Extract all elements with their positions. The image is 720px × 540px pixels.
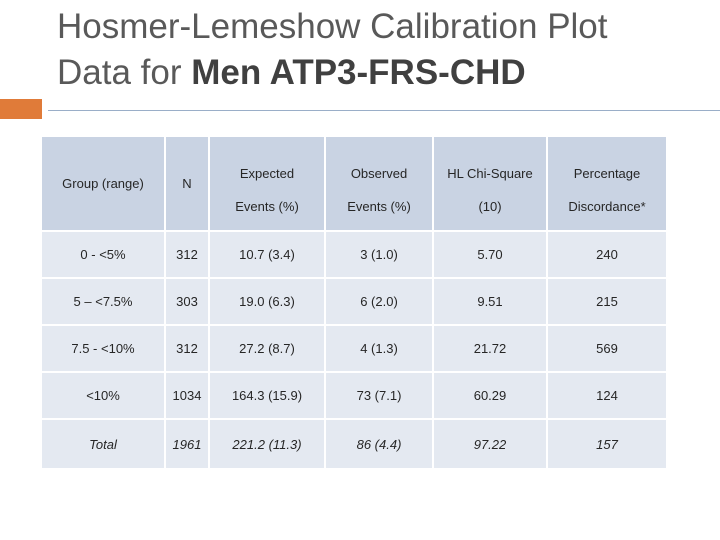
row-2-group: 5 – <7.5% bbox=[42, 279, 164, 324]
row-2-hl: 9.51 bbox=[434, 279, 546, 324]
header-n-label: N bbox=[182, 176, 192, 191]
header-expected: Expected Events (%) bbox=[210, 137, 324, 230]
total-n: 1961 bbox=[166, 420, 208, 468]
row-3-expected: 27.2 (8.7) bbox=[210, 326, 324, 371]
header-expected-line1: Expected bbox=[239, 166, 295, 181]
title-prefix: Data for bbox=[57, 53, 192, 92]
row-1-pct: 240 bbox=[548, 232, 666, 277]
title-line-1: Hosmer-Lemeshow Calibration Plot bbox=[57, 7, 608, 46]
calibration-table: Group (range) N Expected Events (%) Obse… bbox=[42, 137, 666, 468]
header-n: N bbox=[166, 137, 208, 230]
header-pct-line1: Percentage bbox=[573, 166, 641, 181]
header-expected-line2: Events (%) bbox=[235, 199, 299, 214]
row-2-expected: 19.0 (6.3) bbox=[210, 279, 324, 324]
row-4-n: 1034 bbox=[166, 373, 208, 418]
row-1-observed: 3 (1.0) bbox=[326, 232, 432, 277]
header-observed-line1: Observed bbox=[350, 166, 408, 181]
header-hl-line1: HL Chi-Square bbox=[447, 166, 533, 181]
row-3-observed: 4 (1.3) bbox=[326, 326, 432, 371]
row-1-expected: 10.7 (3.4) bbox=[210, 232, 324, 277]
total-expected: 221.2 (11.3) bbox=[210, 420, 324, 468]
title-divider bbox=[48, 110, 720, 111]
row-3-group: 7.5 - <10% bbox=[42, 326, 164, 371]
header-hl-line2: (10) bbox=[478, 199, 502, 214]
header-observed: Observed Events (%) bbox=[326, 137, 432, 230]
row-2-n: 303 bbox=[166, 279, 208, 324]
row-4-hl: 60.29 bbox=[434, 373, 546, 418]
row-1-group: 0 - <5% bbox=[42, 232, 164, 277]
total-observed: 86 (4.4) bbox=[326, 420, 432, 468]
total-pct: 157 bbox=[548, 420, 666, 468]
row-4-observed: 73 (7.1) bbox=[326, 373, 432, 418]
total-group: Total bbox=[42, 420, 164, 468]
row-2-pct: 215 bbox=[548, 279, 666, 324]
row-4-expected: 164.3 (15.9) bbox=[210, 373, 324, 418]
row-2-observed: 6 (2.0) bbox=[326, 279, 432, 324]
header-pct-line2: Discordance* bbox=[568, 199, 646, 214]
row-1-hl: 5.70 bbox=[434, 232, 546, 277]
header-group: Group (range) bbox=[42, 137, 164, 230]
title-bold-subject: Men ATP3-FRS-CHD bbox=[191, 53, 526, 92]
row-3-hl: 21.72 bbox=[434, 326, 546, 371]
row-3-pct: 569 bbox=[548, 326, 666, 371]
header-observed-line2: Events (%) bbox=[347, 199, 411, 214]
header-percentage: Percentage Discordance* bbox=[548, 137, 666, 230]
row-4-group: <10% bbox=[42, 373, 164, 418]
accent-bar bbox=[0, 99, 42, 119]
row-3-n: 312 bbox=[166, 326, 208, 371]
slide-title: Hosmer-Lemeshow Calibration Plot Data fo… bbox=[57, 4, 707, 96]
row-4-pct: 124 bbox=[548, 373, 666, 418]
header-group-label: Group (range) bbox=[62, 176, 144, 191]
title-line-2: Data for Men ATP3-FRS-CHD bbox=[57, 50, 707, 96]
total-hl: 97.22 bbox=[434, 420, 546, 468]
header-hl: HL Chi-Square (10) bbox=[434, 137, 546, 230]
row-1-n: 312 bbox=[166, 232, 208, 277]
